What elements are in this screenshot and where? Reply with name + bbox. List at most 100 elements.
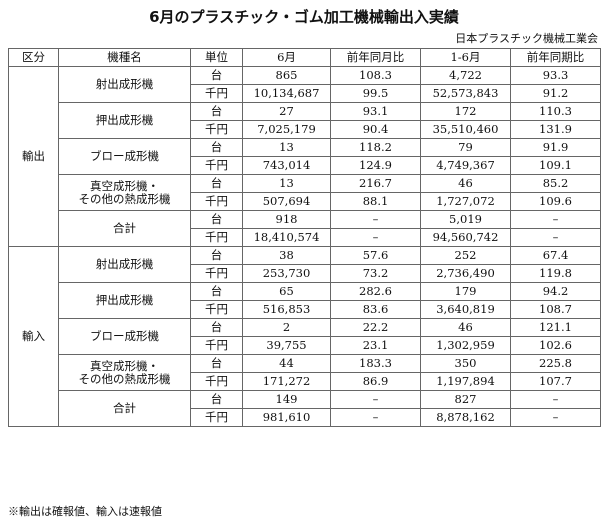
value-cell: – (330, 390, 421, 409)
value-cell: – (330, 408, 421, 427)
value-cell: 1,727,072 (420, 192, 511, 211)
value-cell: 79 (420, 138, 511, 157)
value-cell: 131.9 (510, 120, 601, 139)
value-cell: 108.7 (510, 300, 601, 319)
column-header: 前年同月比 (330, 48, 421, 67)
value-cell: 44 (242, 354, 331, 373)
value-cell: 183.3 (330, 354, 421, 373)
unit-cell: 台 (190, 138, 243, 157)
machine-name: 射出成形機 (95, 257, 154, 271)
table-row: ブロー成形機 台 2 22.2 46 121.1 (9, 318, 601, 355)
unit-cell: 千円 (190, 372, 243, 391)
value-cell: 13 (242, 174, 331, 193)
value-cell: 35,510,460 (420, 120, 511, 139)
unit-cell: 千円 (190, 300, 243, 319)
value-cell: 1,302,959 (420, 336, 511, 355)
machine-cell: 射出成形機 (58, 66, 191, 103)
unit-cell: 千円 (190, 228, 243, 247)
table-row: 真空成形機・ その他の熱成形機台 13 216.7 46 85.2 (9, 174, 601, 211)
value-cell: 38 (242, 246, 331, 265)
table-row: 千円 171,272 86.9 1,197,894 107.7 (9, 372, 601, 391)
unit-cell: 千円 (190, 84, 243, 103)
value-cell: 507,694 (242, 192, 331, 211)
unit-cell: 台 (190, 66, 243, 85)
value-cell: 109.6 (510, 192, 601, 211)
value-cell: 350 (420, 354, 511, 373)
value-cell: 73.2 (330, 264, 421, 283)
value-cell: 865 (242, 66, 331, 85)
table-row: 真空成形機・ その他の熱成形機台 44 183.3 350 225.8 (9, 354, 601, 391)
column-header: 1-6月 (420, 48, 511, 67)
value-cell: 149 (242, 390, 331, 409)
unit-cell: 台 (190, 390, 243, 409)
value-cell: 516,853 (242, 300, 331, 319)
column-header: 機種名 (58, 48, 191, 67)
value-cell: 2 (242, 318, 331, 337)
value-cell: 3,640,819 (420, 300, 511, 319)
machine-cell: 真空成形機・ その他の熱成形機 (58, 174, 191, 211)
value-cell: 4,749,367 (420, 156, 511, 175)
value-cell: 13 (242, 138, 331, 157)
unit-cell: 千円 (190, 192, 243, 211)
value-cell: 102.6 (510, 336, 601, 355)
category-cell: 輸入 (8, 246, 59, 427)
header-row: 区分 機種名 単位 6月 前年同月比 1-6月 前年同期比 (8, 48, 601, 67)
unit-cell: 台 (190, 210, 243, 229)
machine-cell: 合計 (58, 210, 191, 247)
value-cell: – (510, 210, 601, 229)
table-row: 押出成形機 台 27 93.1 172 110.3 (9, 102, 601, 139)
value-cell: 172 (420, 102, 511, 121)
value-cell: 93.3 (510, 66, 601, 85)
value-cell: – (330, 228, 421, 247)
value-cell: 179 (420, 282, 511, 301)
value-cell: 4,722 (420, 66, 511, 85)
machine-cell: 合計 (58, 390, 191, 427)
table-row: 千円 507,694 88.1 1,727,072 109.6 (9, 192, 601, 211)
value-cell: 118.2 (330, 138, 421, 157)
machine-cell: ブロー成形機 (58, 138, 191, 175)
value-cell: 827 (420, 390, 511, 409)
value-cell: 110.3 (510, 102, 601, 121)
unit-cell: 千円 (190, 336, 243, 355)
machine-cell: ブロー成形機 (58, 318, 191, 355)
value-cell: 18,410,574 (242, 228, 331, 247)
value-cell: 10,134,687 (242, 84, 331, 103)
value-cell: 46 (420, 318, 511, 337)
value-cell: 91.9 (510, 138, 601, 157)
column-header: 6月 (242, 48, 331, 67)
value-cell: 52,573,843 (420, 84, 511, 103)
table-row: 輸入 射出成形機台 38 57.6 252 67.4 (8, 246, 601, 427)
table-row: 千円 981,610–8,878,162– (9, 408, 601, 427)
value-cell: 88.1 (330, 192, 421, 211)
table-row: 押出成形機 台 65 282.6 179 94.2 (9, 282, 601, 319)
value-cell: 83.6 (330, 300, 421, 319)
machine-cell: 押出成形機 (58, 282, 191, 319)
value-cell: 65 (242, 282, 331, 301)
value-cell: – (510, 228, 601, 247)
table-row: 千円 516,853 83.6 3,640,819 108.7 (9, 300, 601, 319)
value-cell: 94,560,742 (420, 228, 511, 247)
value-cell: 8,878,162 (420, 408, 511, 427)
value-cell: 1,197,894 (420, 372, 511, 391)
value-cell: 91.2 (510, 84, 601, 103)
category-cell: 輸出 (8, 66, 59, 247)
value-cell: 94.2 (510, 282, 601, 301)
unit-cell: 千円 (190, 264, 243, 283)
source: 日本プラスチック機械工業会 (455, 32, 598, 45)
machine-name: 押出成形機 (95, 293, 154, 307)
value-cell: 22.2 (330, 318, 421, 337)
value-cell: 46 (420, 174, 511, 193)
unit-cell: 千円 (190, 408, 243, 427)
table-row: 千円 18,410,574–94,560,742– (9, 228, 601, 247)
value-cell: 90.4 (330, 120, 421, 139)
machine-name: その他の熱成形機 (78, 371, 171, 386)
table-row: 合計台 918–5,019– (9, 210, 601, 247)
value-cell: 119.8 (510, 264, 601, 283)
unit-cell: 千円 (190, 156, 243, 175)
unit-cell: 千円 (190, 120, 243, 139)
value-cell: 124.9 (330, 156, 421, 175)
title: 6月のプラスチック・ゴム加工機械輸出入実績 (149, 8, 459, 26)
unit-cell: 台 (190, 318, 243, 337)
column-header: 前年同期比 (510, 48, 601, 67)
value-cell: 282.6 (330, 282, 421, 301)
